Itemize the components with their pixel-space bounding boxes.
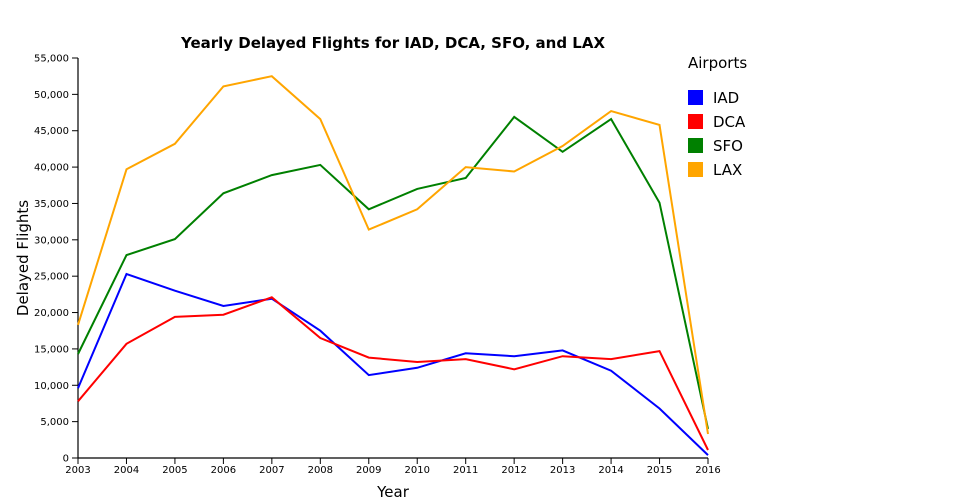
x-tick-label: 2005 (162, 465, 187, 476)
y-tick-label: 20,000 (34, 308, 69, 319)
series-sfo (77, 115, 709, 430)
legend-item-lax: LAX (688, 161, 742, 179)
legend-swatch (688, 114, 703, 129)
x-tick-label: 2011 (453, 465, 478, 476)
x-tick-label: 2006 (211, 465, 236, 476)
legend-label: LAX (713, 161, 742, 179)
legend-label: IAD (713, 89, 739, 107)
series-line-iad (77, 272, 709, 456)
legend-swatch (688, 90, 703, 105)
x-axis-title: Year (376, 483, 410, 500)
x-tick-label: 2014 (598, 465, 623, 476)
y-tick-label: 50,000 (34, 90, 69, 101)
y-tick-label: 25,000 (34, 272, 69, 283)
series-line-dca (77, 296, 709, 451)
x-tick-label: 2009 (356, 465, 381, 476)
legend-title: Airports (688, 54, 747, 72)
x-tick-label: 2010 (405, 465, 430, 476)
series-layer (77, 75, 709, 456)
y-tick-label: 0 (63, 454, 69, 465)
y-tick-label: 55,000 (34, 54, 69, 65)
series-line-sfo (77, 115, 709, 430)
y-tick-label: 30,000 (34, 235, 69, 246)
legend-swatch (688, 162, 703, 177)
legend-item-sfo: SFO (688, 137, 743, 155)
y-tick-label: 15,000 (34, 344, 69, 355)
x-tick-label: 2008 (308, 465, 333, 476)
series-line-lax (77, 75, 709, 435)
x-tick-label: 2007 (259, 465, 284, 476)
x-tick-label: 2015 (647, 465, 672, 476)
y-tick-label: 45,000 (34, 126, 69, 137)
legend-label: SFO (713, 137, 743, 155)
legend-swatch (688, 138, 703, 153)
y-tick-label: 10,000 (34, 381, 69, 392)
x-tick-label: 2003 (65, 465, 90, 476)
legend-item-dca: DCA (688, 113, 746, 131)
y-tick-label: 35,000 (34, 199, 69, 210)
legend: Airports IAD DCA SFO LAX (688, 54, 747, 179)
chart-title: Yearly Delayed Flights for IAD, DCA, SFO… (180, 34, 606, 52)
y-axis-title: Delayed Flights (14, 200, 32, 316)
x-tick-label: 2004 (114, 465, 139, 476)
series-dca (77, 296, 709, 451)
series-iad (77, 272, 709, 456)
y-tick-label: 5,000 (40, 417, 69, 428)
x-tick-label: 2013 (550, 465, 575, 476)
series-lax (77, 75, 709, 435)
y-tick-label: 40,000 (34, 163, 69, 174)
x-axis: 2003 2004 2005 2006 2007 2008 2009 2010 2011 2012… (65, 457, 721, 476)
x-tick-label: 2012 (501, 465, 526, 476)
legend-item-iad: IAD (688, 89, 739, 107)
y-axis: 0 5,000 10,000 15,000 20,000 25,000 30,000 35,0… (34, 54, 79, 465)
x-tick-label: 2016 (695, 465, 720, 476)
legend-label: DCA (713, 113, 746, 131)
